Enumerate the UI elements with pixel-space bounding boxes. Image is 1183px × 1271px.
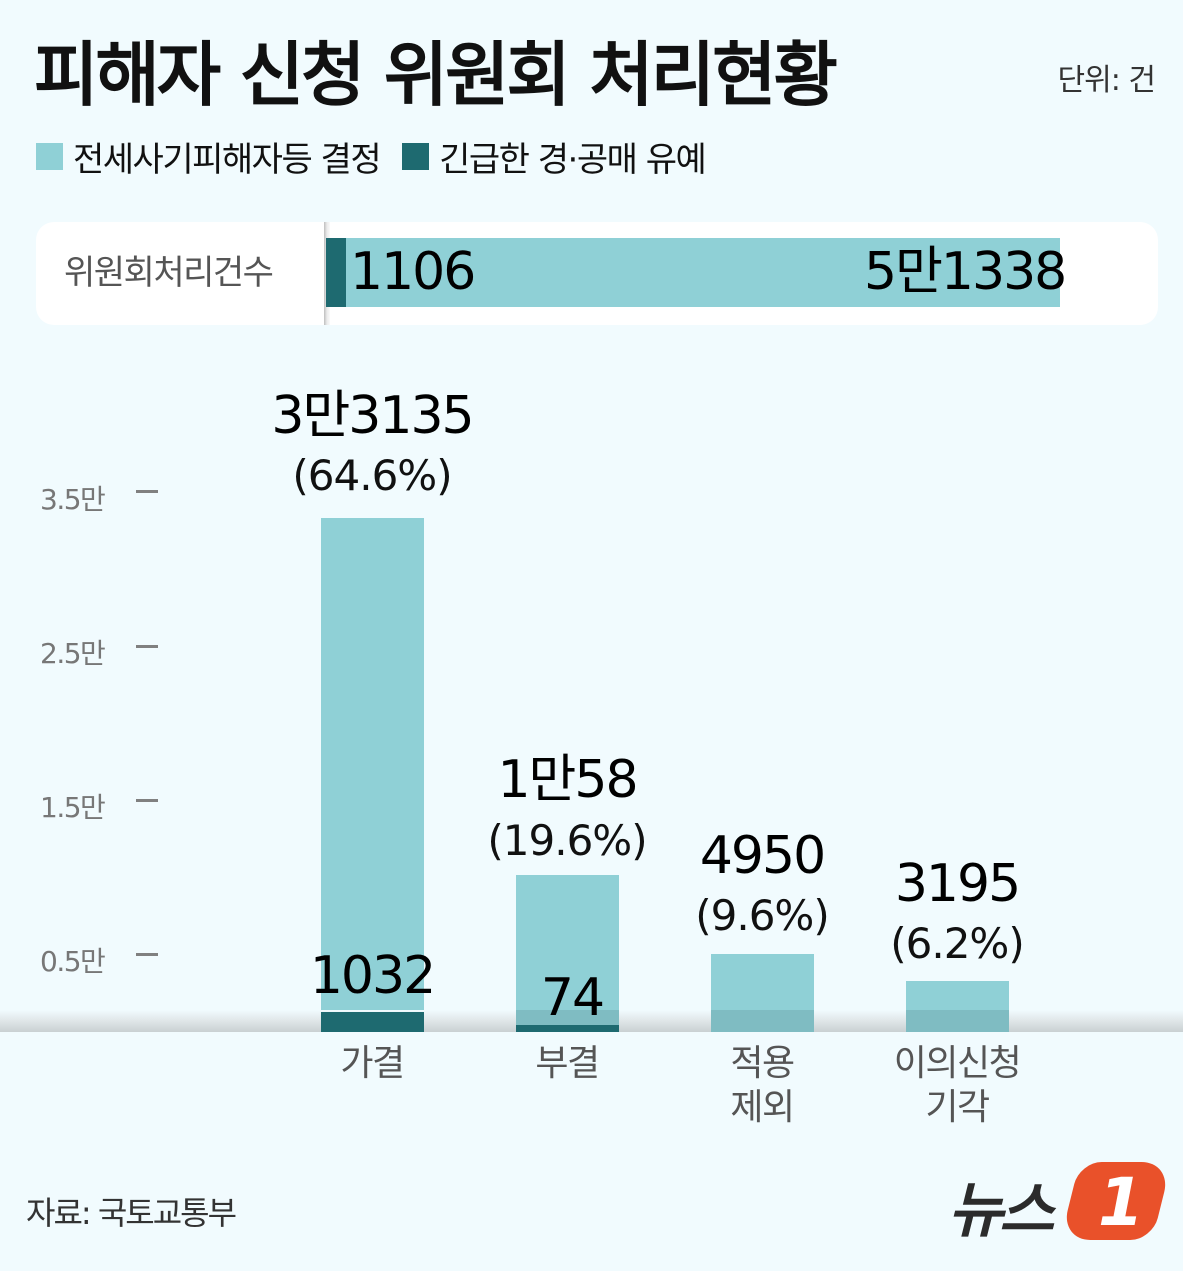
bar-percent-label: (9.6%) xyxy=(695,891,829,940)
y-tick-label: 1.5만 xyxy=(40,791,106,824)
source-note: 자료: 국토교통부 xyxy=(26,1194,237,1232)
legend-label: 긴급한 경·공매 유예 xyxy=(439,140,707,180)
x-category-label: 부결 xyxy=(467,1042,667,1086)
y-tick-mark xyxy=(136,799,158,802)
bar-percent-label: (19.6%) xyxy=(487,816,647,865)
bar-excluded-base xyxy=(711,1010,814,1032)
legend: 전세사기피해자등 결정 긴급한 경·공매 유예 xyxy=(36,132,727,181)
summary-bar-deferral xyxy=(326,238,346,307)
chart-title: 피해자 신청 위원회 처리현황 xyxy=(34,34,838,116)
bar-appeal-dismissed-base xyxy=(906,1010,1009,1032)
bar-appeal-dismissed xyxy=(906,981,1009,1012)
bar-rejected-deferral-segment xyxy=(516,1025,619,1032)
x-category-label: 가결 xyxy=(272,1042,472,1086)
bar-percent-label: (6.2%) xyxy=(890,919,1024,968)
y-tick-label: 3.5만 xyxy=(40,483,106,516)
legend-swatch-dark-teal xyxy=(402,143,430,170)
unit-label: 단위: 건 xyxy=(1057,63,1156,98)
bar-approved xyxy=(321,518,424,1012)
bar-approved-deferral-segment xyxy=(321,1012,424,1032)
summary-card: 위원회처리건수 1106 5만1338 xyxy=(36,222,1158,325)
x-category-line1: 이의신청 xyxy=(893,1043,1022,1084)
legend-swatch-light-teal xyxy=(36,143,63,170)
logo-text: 뉴스 xyxy=(948,1176,1054,1246)
bar-inner-value-label: 1032 xyxy=(309,946,436,1006)
news1-logo: 뉴스 1 xyxy=(948,1158,1172,1246)
x-category-line1: 부결 xyxy=(535,1043,600,1084)
x-category-line2: 제외 xyxy=(730,1087,795,1128)
y-tick-mark xyxy=(136,645,158,648)
y-tick-label: 2.5만 xyxy=(40,637,106,670)
bar-rejected xyxy=(516,875,619,1012)
summary-label: 위원회처리건수 xyxy=(64,253,274,293)
summary-bar-decision xyxy=(346,238,1060,307)
summary-deferral-value: 1106 xyxy=(350,242,476,302)
bar-inner-value-label: 74 xyxy=(540,968,605,1028)
summary-decision-value: 5만1338 xyxy=(864,242,1067,302)
bar-percent-label: (64.6%) xyxy=(292,451,452,500)
x-category-label: 적용 제외 xyxy=(662,1042,862,1130)
x-category-label: 이의신청 기각 xyxy=(857,1042,1057,1130)
bar-value-label: 3195 xyxy=(894,854,1021,914)
bar-value-label: 1만58 xyxy=(497,750,638,810)
legend-item-decision: 전세사기피해자등 결정 xyxy=(36,132,382,181)
legend-item-deferral: 긴급한 경·공매 유예 xyxy=(402,132,707,181)
legend-label: 전세사기피해자등 결정 xyxy=(73,140,382,180)
x-category-line2: 기각 xyxy=(925,1087,990,1128)
bar-value-label: 4950 xyxy=(699,826,826,886)
bar-rejected-base xyxy=(516,1010,619,1025)
y-tick-label: 0.5만 xyxy=(40,945,106,978)
x-category-line1: 적용 xyxy=(730,1043,795,1084)
y-tick-mark xyxy=(136,490,158,493)
bar-excluded xyxy=(711,954,814,1012)
logo-number: 1 xyxy=(1098,1164,1144,1241)
y-tick-mark xyxy=(136,953,158,956)
x-category-line1: 가결 xyxy=(340,1043,405,1084)
bar-value-label: 3만3135 xyxy=(271,386,474,446)
